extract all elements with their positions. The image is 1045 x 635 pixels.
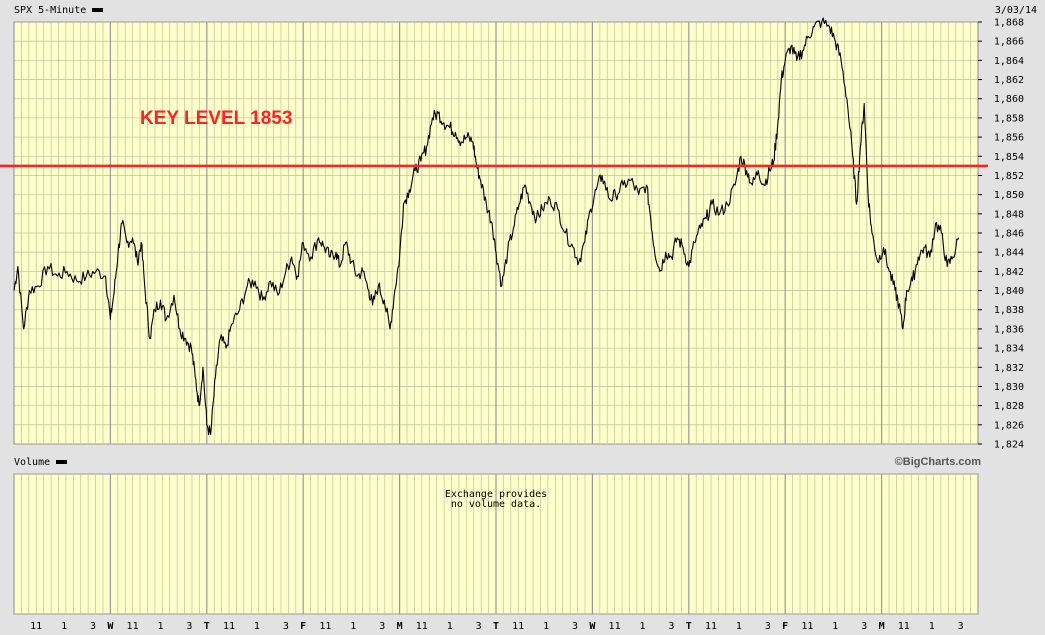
x-tick-label: M — [397, 621, 403, 632]
volume-note-line1: Exchange provides — [445, 489, 547, 500]
x-tick-label: 11 — [512, 621, 524, 632]
y-tick-label: 1,864 — [994, 56, 1024, 67]
x-tick-label: 3 — [186, 621, 192, 632]
symbol-dash-icon[interactable] — [92, 8, 103, 12]
price-series-line — [13, 17, 960, 436]
x-tick-label: 11 — [416, 621, 428, 632]
x-tick-label: 3 — [572, 621, 578, 632]
x-tick-label: M — [879, 621, 885, 632]
x-tick-label: T — [686, 621, 692, 632]
y-tick-label: 1,826 — [994, 420, 1024, 431]
y-tick-label: 1,840 — [994, 286, 1024, 297]
x-tick-label: W — [589, 621, 596, 632]
x-tick-label: 1 — [350, 621, 356, 632]
x-tick-label: 1 — [929, 621, 935, 632]
y-tick-label: 1,862 — [994, 75, 1024, 86]
x-tick-label: W — [107, 621, 114, 632]
y-tick-label: 1,836 — [994, 324, 1024, 335]
y-tick-label: 1,856 — [994, 133, 1024, 144]
x-tick-label: T — [204, 621, 210, 632]
x-tick-label: 3 — [668, 621, 674, 632]
x-tick-label: 3 — [90, 621, 96, 632]
y-tick-label: 1,846 — [994, 229, 1024, 240]
y-tick-label: 1,848 — [994, 209, 1024, 220]
x-tick-label: F — [300, 621, 306, 632]
x-tick-label: 1 — [640, 621, 646, 632]
y-tick-label: 1,858 — [994, 113, 1024, 124]
price-grid — [13, 22, 979, 444]
volume-grid — [13, 474, 979, 614]
volume-dash-icon[interactable] — [56, 460, 67, 464]
y-tick-label: 1,850 — [994, 190, 1024, 201]
x-tick-label: 1 — [158, 621, 164, 632]
y-tick-label: 1,852 — [994, 171, 1024, 182]
x-tick-label: 3 — [765, 621, 771, 632]
x-tick-label: 11 — [319, 621, 331, 632]
x-tick-label: 11 — [127, 621, 139, 632]
y-tick-label: 1,828 — [994, 401, 1024, 412]
x-tick-label: 3 — [861, 621, 867, 632]
y-tick-label: 1,868 — [994, 18, 1024, 29]
x-tick-label: 11 — [223, 621, 235, 632]
x-tick-label: 3 — [958, 621, 964, 632]
x-tick-label: 1 — [61, 621, 67, 632]
y-tick-label: 1,844 — [994, 248, 1024, 259]
key-level-annotation: KEY LEVEL 1853 — [140, 108, 292, 129]
x-tick-label: 3 — [379, 621, 385, 632]
symbol-label: SPX 5-Minute — [14, 5, 86, 16]
volume-label: Volume — [14, 457, 50, 468]
x-tick-label: 11 — [898, 621, 910, 632]
y-tick-label: 1,832 — [994, 363, 1024, 374]
y-tick-label: 1,838 — [994, 305, 1024, 316]
x-tick-label: F — [782, 621, 788, 632]
x-tick-label: 1 — [543, 621, 549, 632]
y-tick-label: 1,824 — [994, 440, 1024, 451]
y-tick-label: 1,830 — [994, 382, 1024, 393]
x-tick-label: 11 — [801, 621, 813, 632]
x-tick-label: 3 — [476, 621, 482, 632]
brand-label: ©BigCharts.com — [895, 456, 982, 468]
y-tick-label: 1,866 — [994, 37, 1024, 48]
y-tick-label: 1,842 — [994, 267, 1024, 278]
x-tick-label: 11 — [609, 621, 621, 632]
x-tick-label: 1 — [736, 621, 742, 632]
x-tick-label: 11 — [705, 621, 717, 632]
y-tick-label: 1,860 — [994, 94, 1024, 105]
x-tick-label: 1 — [254, 621, 260, 632]
x-tick-label: 1 — [832, 621, 838, 632]
date-label: 3/03/14 — [995, 5, 1037, 16]
y-tick-label: 1,854 — [994, 152, 1024, 163]
y-tick-label: 1,834 — [994, 344, 1024, 355]
y-axis-ticks: 1,824 1,826 1,828 1,830 1,832 1,834 1,836 1,838… — [978, 18, 1024, 451]
x-tick-label: 11 — [30, 621, 42, 632]
x-tick-label: T — [493, 621, 499, 632]
x-axis-ticks: 11 1 3 W 11 1 3 T 11 1 3 F 11 1 3 M 11 1 3 T 11 1 3 W 11 1 3 T 11 1 3 F… — [30, 621, 964, 632]
volume-note-line2: no volume data. — [451, 499, 541, 510]
x-tick-label: 3 — [283, 621, 289, 632]
x-tick-label: 1 — [447, 621, 453, 632]
